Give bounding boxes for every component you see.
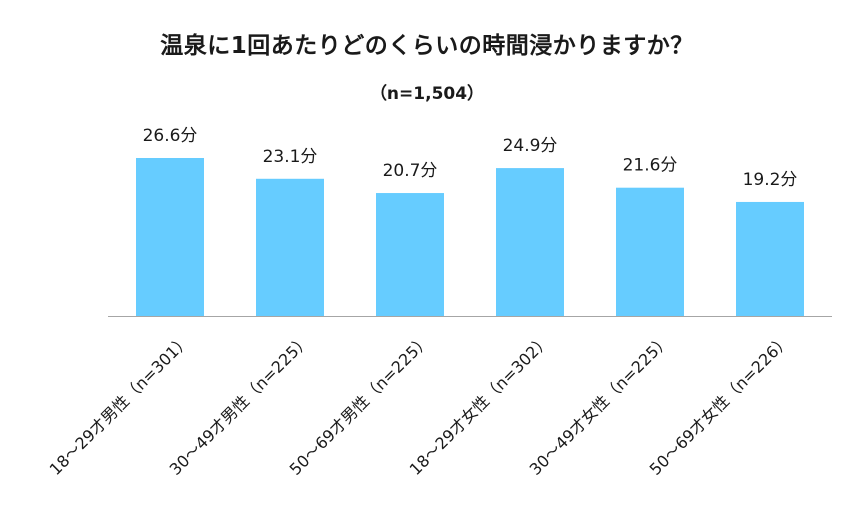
x-tick-label-3: 50～69才男性（n=225） [286, 331, 434, 479]
x-tick-label-5: 30～49才女性（n=225） [526, 331, 674, 479]
bar-3 [376, 193, 444, 316]
x-tick-label-1: 18～29才男性（n=301） [46, 331, 194, 479]
x-tick-label-4: 18～29才女性（n=302） [406, 331, 554, 479]
value-label-3: 20.7分 [383, 161, 438, 181]
bar-4 [496, 168, 564, 316]
value-label-1: 26.6分 [143, 126, 198, 146]
bar-6 [736, 201, 804, 316]
x-tick-label-2: 30～49才男性（n=225） [166, 331, 314, 479]
value-label-6: 19.2分 [743, 170, 798, 190]
value-label-2: 23.1分 [263, 147, 318, 167]
bar-1 [136, 157, 204, 316]
value-label-4: 24.9分 [503, 136, 558, 156]
bar-5 [616, 187, 684, 316]
x-tick-labels: 18～29才男性（n=301）30～49才男性（n=225）50～69才男性（n… [46, 331, 794, 479]
value-label-5: 21.6分 [623, 156, 678, 176]
x-tick-label-6: 50～69才女性（n=226） [646, 331, 794, 479]
bars-layer [136, 157, 804, 316]
bar-2 [256, 178, 324, 316]
chart-title: 温泉に1回あたりどのくらいの時間浸かりますか？ [160, 33, 694, 59]
value-labels: 26.6分 23.1分 20.7分 24.9分 21.6分 19.2分 [143, 126, 798, 190]
chart-subtitle: （n=1,504） [369, 84, 485, 104]
